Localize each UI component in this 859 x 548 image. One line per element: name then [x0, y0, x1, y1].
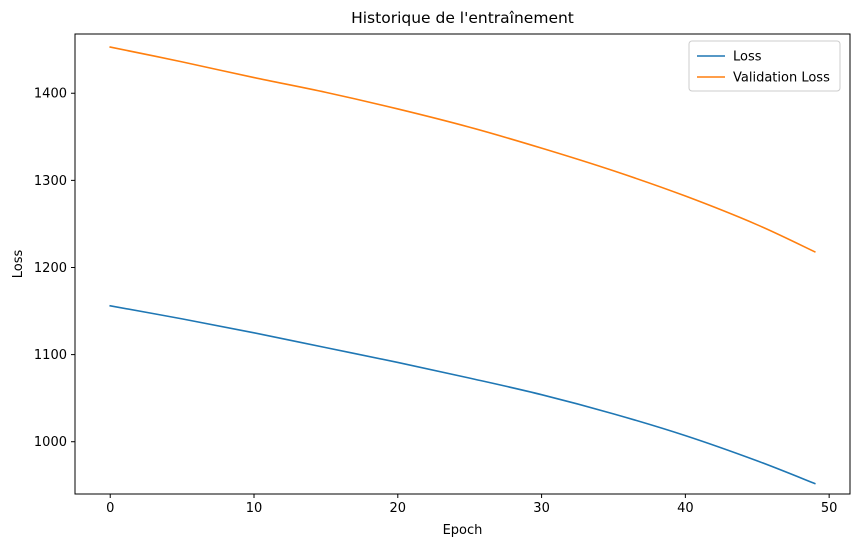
x-tick-label: 40 [677, 501, 694, 516]
x-axis-label: Epoch [443, 523, 483, 538]
y-tick-label: 1400 [34, 87, 67, 102]
y-tick-label: 1000 [34, 435, 67, 450]
x-tick-label: 0 [106, 501, 114, 516]
x-tick-label: 50 [821, 501, 838, 516]
legend-box [688, 40, 841, 92]
x-tick-label: 30 [533, 501, 550, 516]
series-line-validation-loss [109, 46, 816, 253]
x-tick-label: 20 [390, 501, 407, 516]
y-tick-label: 1200 [34, 261, 67, 276]
y-tick-label: 1300 [34, 174, 67, 189]
series-line-loss [109, 304, 816, 485]
x-tick-label: 10 [246, 501, 263, 516]
legend-entry-label: Validation Loss [733, 71, 830, 86]
chart-title: Historique de l'entraînement [351, 9, 574, 27]
legend-entry-label: Loss [733, 50, 762, 65]
y-axis-label: Loss [11, 250, 26, 279]
plot-frame [74, 33, 851, 495]
legend: Loss Validation Loss [688, 40, 841, 92]
y-axis-ticks: 1000 1100 1200 1300 1400 [34, 87, 75, 450]
series-lines [109, 46, 816, 485]
y-tick-label: 1100 [34, 348, 67, 363]
x-axis-ticks: 0 10 20 30 40 50 [106, 494, 837, 516]
